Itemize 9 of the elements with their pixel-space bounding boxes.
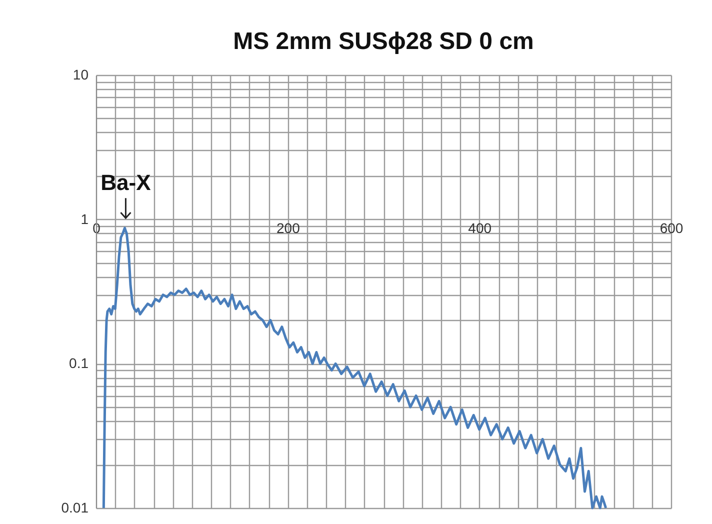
y-tick-label: 0.01 xyxy=(61,500,89,516)
annotation: Ba-X xyxy=(100,170,152,196)
x-tick-label: 600 xyxy=(660,220,684,236)
y-tick-label: 0.1 xyxy=(69,355,89,372)
x-tick-label: 200 xyxy=(276,220,300,236)
chart-title: MS 2mm SUSϕ28 SD 0 cm xyxy=(233,28,534,55)
y-tick-label: 10 xyxy=(72,66,89,82)
y-tick-label: 1 xyxy=(80,210,89,227)
x-tick-label: 400 xyxy=(468,220,492,236)
